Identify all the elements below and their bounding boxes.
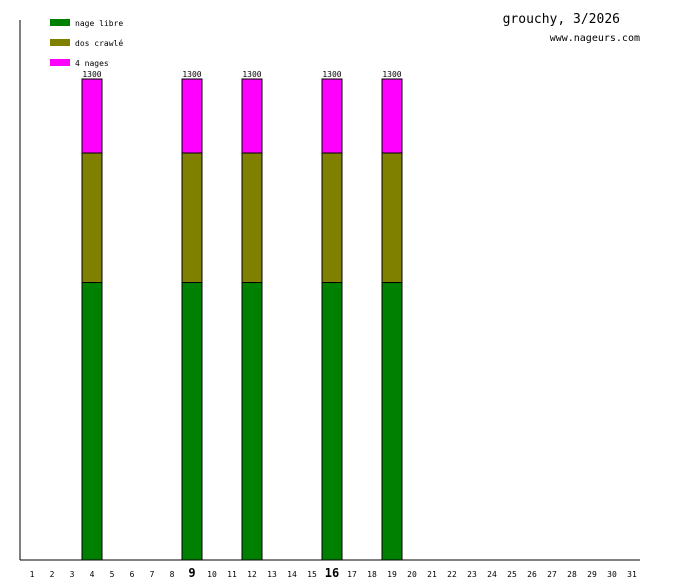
bar-total-label: 1300 [242,70,261,79]
x-tick-label: 16 [325,566,339,580]
x-tick-label: 6 [130,570,135,579]
bar-total-labels: 1300 1300 1300 1300 1300 [82,70,401,79]
bar-day-19-4-nages [381,78,403,154]
bar-day-16-dos-crawlé [321,152,343,283]
x-tick-labels: 1 2 3 4 5 6 7 8 9 10 11 12 13 14 15 16 17 18 19 20 21 22 23 24 2… [30,566,637,580]
x-tick-label: 28 [567,570,577,579]
x-tick-label: 21 [427,570,437,579]
x-tick-label: 15 [307,570,317,579]
legend-label-1: dos crawlé [75,38,123,48]
legend: nage libre dos crawlé 4 nages [50,19,123,68]
bar-day-19-nage-libre [381,282,403,561]
x-tick-label: 11 [227,570,237,579]
x-tick-label: 12 [247,570,257,579]
legend-label-2: 4 nages [75,59,109,68]
x-tick-label: 3 [70,570,75,579]
x-tick-label: 7 [150,570,155,579]
bar-total-label: 1300 [322,70,341,79]
bar-total-label: 1300 [82,70,101,79]
bars [81,78,403,561]
bar-day-12-4-nages [241,78,263,154]
bar-day-16-4-nages [321,78,343,154]
bar-day-12-nage-libre [241,282,263,561]
x-tick-label: 19 [387,570,397,579]
bar-day-12-dos-crawlé [241,152,263,283]
x-tick-label: 4 [90,570,95,579]
x-tick-label: 8 [170,570,175,579]
x-tick-label: 23 [467,570,477,579]
chart-title: grouchy, 3/2026 [503,12,620,27]
x-tick-label: 5 [110,570,115,579]
legend-swatch-1 [50,39,70,46]
x-tick-label: 26 [527,570,537,579]
bar-total-label: 1300 [182,70,201,79]
x-tick-label: 29 [587,570,597,579]
legend-swatch-2 [50,59,70,66]
x-tick-label: 13 [267,570,277,579]
x-tick-label: 10 [207,570,217,579]
bar-day-9-dos-crawlé [181,152,203,283]
x-tick-label: 9 [188,566,195,580]
bar-day-9-nage-libre [181,282,203,561]
x-tick-label: 2 [50,570,55,579]
legend-label-0: nage libre [75,19,123,28]
x-tick-label: 1 [30,570,35,579]
bar-day-4-nage-libre [81,282,103,561]
x-tick-label: 25 [507,570,517,579]
x-tick-label: 30 [607,570,617,579]
legend-swatch-0 [50,19,70,26]
x-tick-label: 24 [487,570,497,579]
bar-day-16-nage-libre [321,282,343,561]
x-tick-label: 31 [627,570,637,579]
x-tick-label: 17 [347,570,357,579]
x-tick-label: 14 [287,570,297,579]
x-tick-label: 20 [407,570,417,579]
bar-day-19-dos-crawlé [381,152,403,283]
bar-day-4-4-nages [81,78,103,154]
bar-day-4-dos-crawlé [81,152,103,283]
x-tick-label: 27 [547,570,557,579]
bar-day-9-4-nages [181,78,203,154]
bar-total-label: 1300 [382,70,401,79]
x-tick-label: 18 [367,570,377,579]
x-tick-label: 22 [447,570,457,579]
chart-subtitle: www.nageurs.com [550,33,640,44]
